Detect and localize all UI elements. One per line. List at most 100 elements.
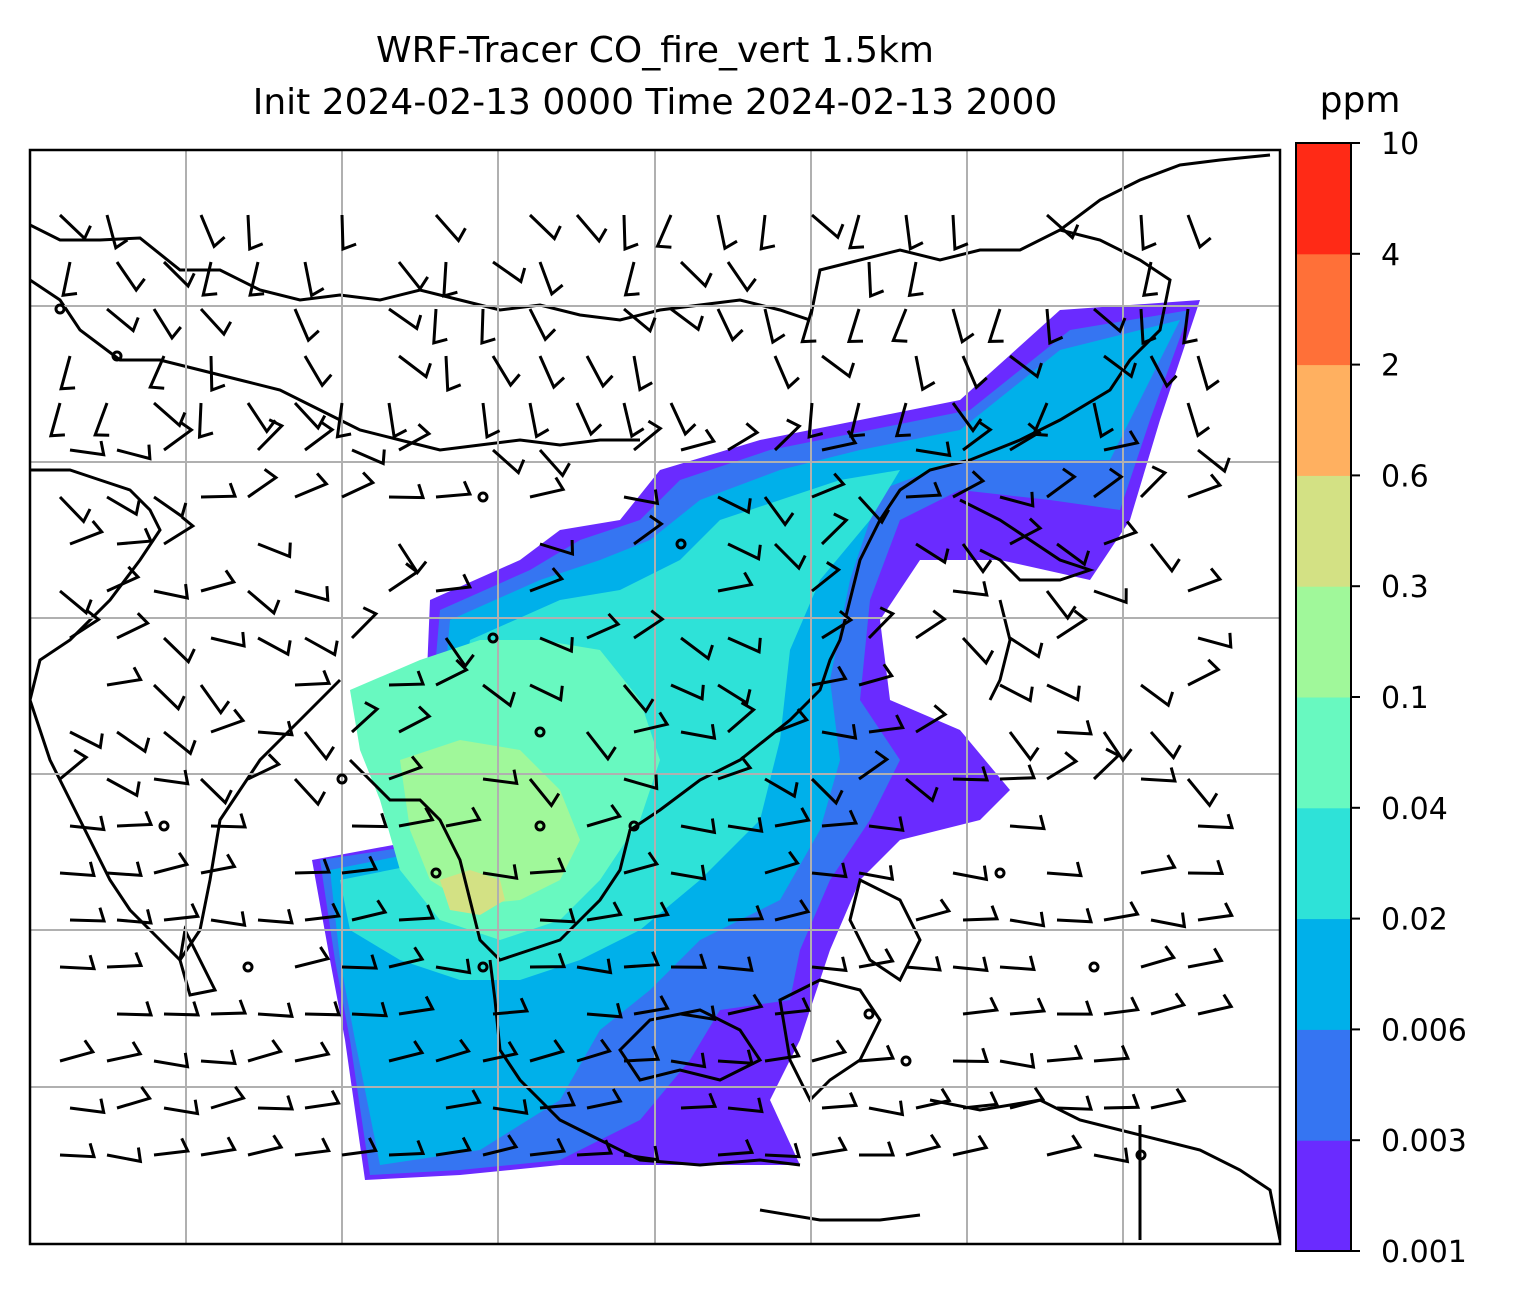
wind-barb	[1187, 567, 1223, 593]
wind-barb	[200, 1136, 237, 1157]
wind-barb	[670, 1052, 707, 1069]
colorbar-tick-label: 2	[1381, 349, 1400, 384]
wind-barb	[435, 573, 473, 593]
wind-barb	[1182, 308, 1198, 345]
wind-barb	[1197, 632, 1233, 649]
wind-barb	[106, 777, 141, 798]
wind-barb	[915, 1087, 952, 1110]
wind-barb	[623, 851, 660, 875]
wind-barb	[586, 804, 623, 828]
wind-barb	[717, 1139, 755, 1157]
wind-barb	[1149, 355, 1178, 389]
wind-barb	[951, 214, 969, 252]
wind-barb	[774, 708, 810, 734]
wind-barb	[633, 995, 670, 1016]
gridlines	[30, 150, 1280, 1244]
wind-barb	[388, 307, 423, 331]
wind-barb	[444, 355, 462, 393]
wind-barb	[293, 401, 327, 431]
wind-barb	[1092, 402, 1114, 439]
wind-barb	[670, 953, 708, 969]
wind-barb	[773, 355, 800, 390]
wind-barb	[388, 946, 425, 969]
wind-barb	[858, 865, 895, 881]
wind-barb	[962, 996, 1000, 1016]
wind-barb	[529, 567, 565, 593]
wind-barb	[69, 609, 102, 640]
wind-barb	[247, 1134, 284, 1157]
wind-barb	[774, 807, 811, 828]
wind-barb	[528, 402, 550, 439]
wind-barb	[1056, 720, 1093, 736]
calm-wind-marker	[863, 1008, 875, 1020]
wind-barb	[1093, 307, 1127, 334]
wind-barb	[717, 495, 752, 515]
wind-barb	[915, 704, 948, 734]
calm-wind-marker	[900, 1055, 912, 1067]
colorbar-tick-label: 0.003	[1381, 1124, 1467, 1159]
wind-barb	[388, 755, 424, 781]
wind-barb	[351, 448, 386, 466]
wind-barb	[821, 809, 859, 828]
colorbar-segment	[1296, 697, 1351, 809]
wind-barb	[398, 995, 435, 1016]
wind-barb	[867, 606, 896, 640]
wind-barb	[388, 670, 426, 687]
wind-barb	[1093, 1147, 1130, 1164]
wind-barb	[632, 355, 653, 392]
wind-barb	[304, 636, 339, 657]
wind-barb	[59, 589, 93, 616]
wind-barb	[655, 214, 673, 249]
wind-barb	[1187, 859, 1225, 876]
wind-barb	[1092, 747, 1122, 781]
wind-barb	[680, 636, 714, 661]
wind-barb	[200, 569, 237, 593]
wind-barb	[116, 612, 151, 640]
colorbar-segment	[1296, 475, 1351, 587]
wind-barb	[586, 612, 621, 640]
wind-barb	[585, 731, 617, 762]
wind-barb	[576, 1038, 612, 1063]
wind-barb	[529, 683, 564, 702]
wind-barb	[247, 468, 279, 499]
wind-barb	[303, 261, 325, 298]
wind-barb	[1150, 992, 1187, 1016]
calm-wind-marker	[111, 350, 123, 362]
wind-barb	[529, 857, 567, 875]
wind-barb	[586, 1088, 623, 1110]
wind-barb	[435, 1038, 471, 1063]
wind-barb	[894, 402, 911, 438]
wind-barb	[868, 816, 905, 832]
wind-barb	[48, 402, 65, 438]
wind-barb	[163, 1099, 200, 1116]
wind-barb	[623, 489, 660, 506]
wind-barb	[764, 777, 799, 799]
wind-barb	[680, 818, 717, 835]
wind-barb	[1103, 520, 1139, 546]
wind-barb	[811, 561, 842, 593]
wind-barb	[294, 472, 329, 499]
calm-wind-marker	[1135, 1149, 1147, 1161]
wind-barb	[905, 481, 943, 499]
wind-barb	[163, 1001, 201, 1017]
wind-barb	[1149, 543, 1181, 574]
wind-barb	[1197, 813, 1235, 830]
wind-barb	[773, 542, 807, 571]
wind-barb	[633, 609, 665, 640]
wind-barb	[1009, 517, 1043, 546]
wind-barb	[257, 636, 292, 657]
wind-barb	[821, 430, 858, 452]
wind-barb	[821, 354, 856, 379]
wind-barb	[1046, 683, 1081, 702]
wind-barb	[247, 753, 282, 781]
calm-wind-marker	[54, 303, 66, 315]
wind-barb	[623, 774, 659, 791]
wind-barb	[987, 308, 1004, 343]
colorbar-segment	[1296, 143, 1351, 255]
calm-wind-marker	[675, 538, 687, 550]
wind-barb	[1140, 683, 1175, 708]
wind-barb	[294, 858, 332, 875]
calm-wind-marker	[994, 867, 1006, 879]
wind-barb	[397, 261, 429, 292]
colorbar-segment	[1296, 364, 1351, 476]
